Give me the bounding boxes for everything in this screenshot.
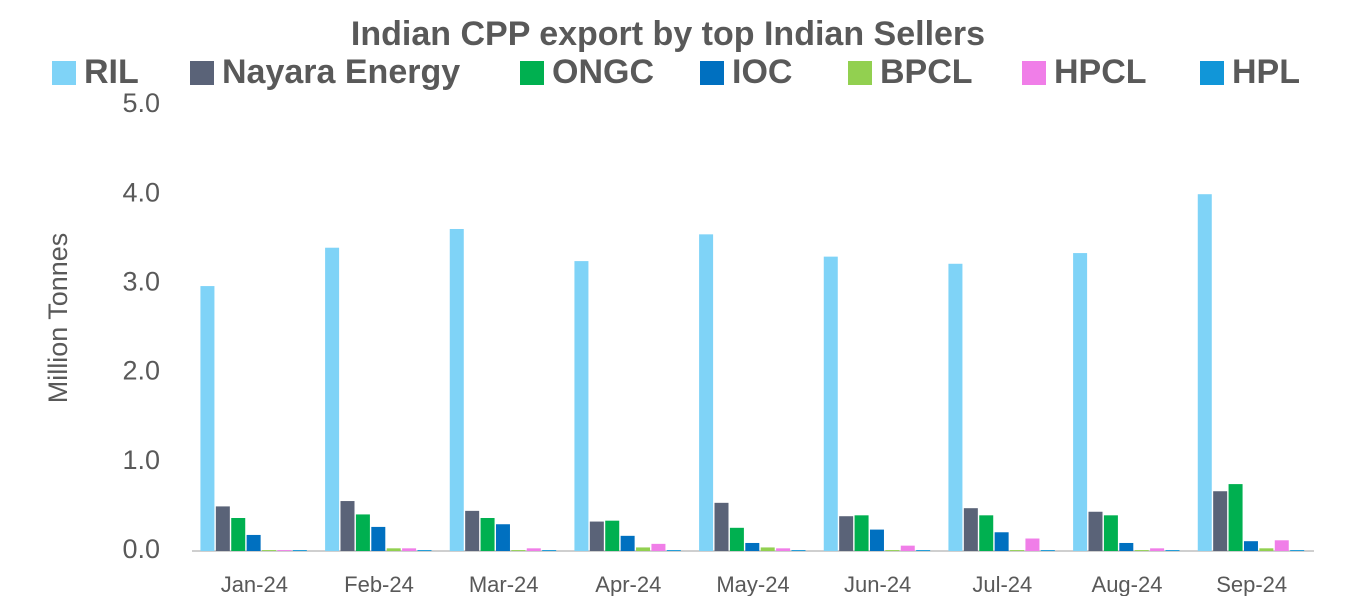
bar	[526, 548, 541, 551]
bar	[1259, 548, 1274, 551]
bar	[979, 515, 994, 551]
bar	[620, 535, 635, 551]
bar	[200, 286, 215, 551]
legend-swatch	[848, 61, 872, 85]
legend-swatch	[520, 61, 544, 85]
bar	[215, 506, 230, 551]
bar	[1150, 548, 1165, 551]
bar	[542, 550, 557, 551]
x-tick-label: Feb-24	[344, 572, 414, 596]
bar	[574, 261, 589, 551]
bar	[417, 550, 432, 551]
legend-swatch	[190, 61, 214, 85]
bar	[760, 547, 775, 551]
bar	[963, 508, 978, 551]
bar	[480, 517, 495, 551]
y-tick-label: 1.0	[122, 445, 160, 475]
x-tick-label: Sep-24	[1216, 572, 1287, 596]
bar	[589, 521, 604, 551]
bar	[699, 234, 714, 551]
y-tick-label: 5.0	[122, 88, 160, 118]
y-tick-label: 0.0	[122, 534, 160, 564]
legend-label: HPCL	[1054, 53, 1147, 91]
bar	[1010, 550, 1025, 551]
bar	[839, 516, 854, 551]
bar	[823, 256, 838, 551]
bar	[948, 263, 963, 551]
bar	[1103, 515, 1118, 551]
legend-swatch	[1200, 61, 1224, 85]
legend-swatch	[1022, 61, 1046, 85]
bar	[1088, 511, 1103, 551]
bar	[1165, 550, 1180, 551]
bar	[1134, 550, 1149, 551]
bar	[1243, 541, 1258, 551]
bar	[1025, 538, 1040, 551]
legend-label: HPL	[1232, 53, 1300, 91]
bar	[371, 526, 386, 551]
bar	[729, 527, 744, 551]
bar	[449, 228, 464, 551]
bar	[292, 550, 307, 551]
bar	[776, 548, 791, 551]
bar	[636, 547, 651, 551]
y-tick-label: 2.0	[122, 356, 160, 386]
legend-label: ONGC	[552, 53, 654, 91]
bar	[1290, 550, 1305, 551]
bar	[791, 550, 806, 551]
bar	[745, 542, 760, 551]
x-tick-label: Jan-24	[221, 572, 288, 596]
x-tick-label: Apr-24	[595, 572, 661, 596]
y-tick-label: 3.0	[122, 267, 160, 297]
bar	[1228, 484, 1243, 551]
bar	[231, 517, 246, 551]
bar	[355, 514, 370, 551]
legend-label: IOC	[732, 53, 792, 91]
bar	[1119, 542, 1134, 551]
bar	[1073, 253, 1088, 551]
x-tick-label: May-24	[716, 572, 789, 596]
y-tick-label: 4.0	[122, 177, 160, 207]
bar	[402, 548, 417, 551]
legend-label: RIL	[84, 53, 139, 91]
legend-swatch	[52, 61, 76, 85]
bar	[854, 515, 869, 551]
bar	[495, 524, 510, 551]
bar	[262, 550, 277, 551]
bar	[340, 501, 355, 551]
bar	[277, 550, 292, 551]
bar	[1197, 194, 1212, 551]
bar	[465, 510, 480, 551]
legend-label: Nayara Energy	[222, 53, 460, 91]
x-tick-label: Mar-24	[469, 572, 539, 596]
bar	[900, 545, 915, 551]
legend-label: BPCL	[880, 53, 973, 91]
bar	[386, 548, 401, 551]
x-tick-label: Jul-24	[972, 572, 1032, 596]
chart-title: Indian CPP export by top Indian Sellers	[351, 15, 985, 53]
x-tick-label: Aug-24	[1092, 572, 1163, 596]
bar	[885, 550, 900, 551]
bar	[869, 529, 884, 551]
bar	[1040, 550, 1055, 551]
bar	[325, 247, 340, 551]
bar	[1274, 540, 1289, 551]
bar	[1213, 491, 1228, 551]
bar	[651, 543, 666, 551]
bar	[916, 550, 931, 551]
legend-swatch	[700, 61, 724, 85]
bar	[666, 550, 681, 551]
bar	[714, 502, 729, 551]
y-axis-label: Million Tonnes	[43, 233, 73, 404]
bar	[605, 520, 620, 551]
bar	[246, 534, 261, 551]
bar	[994, 532, 1009, 551]
x-tick-label: Jun-24	[844, 572, 911, 596]
bar	[511, 550, 526, 551]
